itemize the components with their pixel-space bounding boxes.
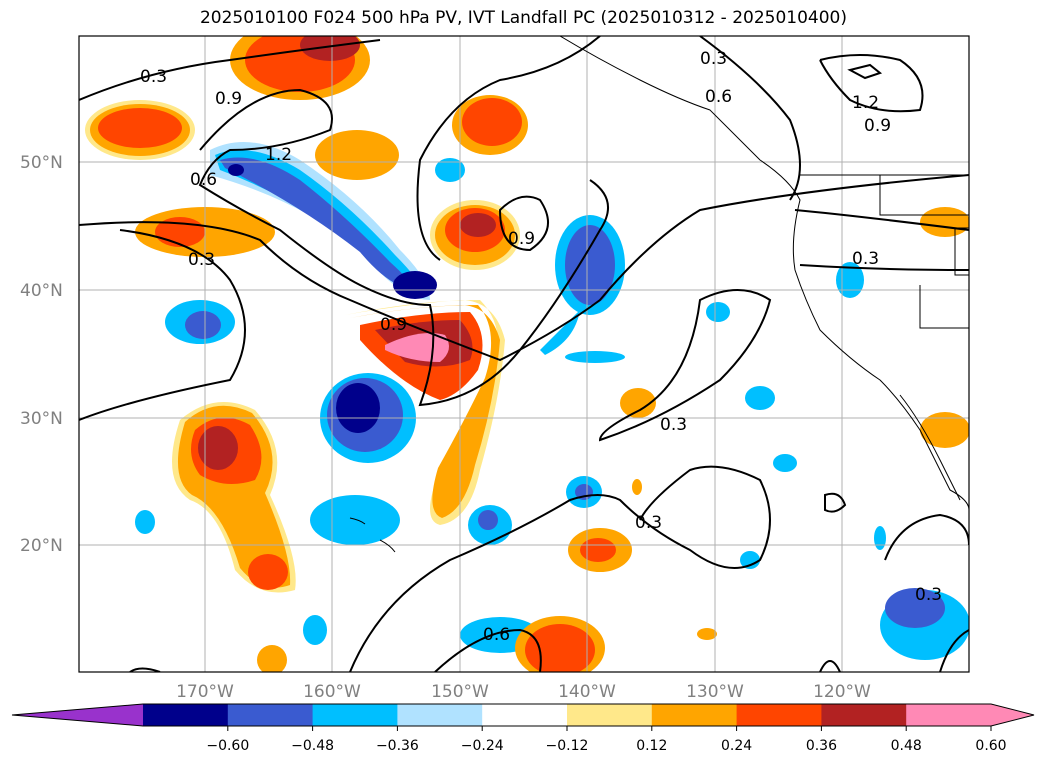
coastlines	[349, 36, 969, 553]
lat-label: 40°N	[20, 281, 63, 301]
colorbar-tick-label: −0.60	[206, 738, 249, 754]
lon-label: 170°W	[176, 682, 234, 702]
colorbar-segment	[397, 704, 483, 726]
contour-label: 0.3	[700, 49, 727, 69]
contour-label: 0.3	[852, 249, 879, 269]
contour-label: 0.9	[864, 116, 891, 136]
colorbar-segment	[227, 704, 314, 726]
colorbar-tick-label: −0.12	[546, 738, 589, 754]
lat-label: 20°N	[20, 536, 63, 556]
filled-anomaly-layer	[85, 36, 969, 672]
colorbar-tick-label: −0.24	[461, 738, 504, 754]
colorbar-tick-label: −0.48	[291, 738, 334, 754]
map-title: 2025010100 F024 500 hPa PV, IVT Landfall…	[199, 8, 847, 28]
contour-label: 0.3	[635, 513, 662, 533]
contour-label: 0.9	[380, 315, 407, 335]
lon-label: 140°W	[558, 682, 616, 702]
latitude-labels: 50°N 40°N 30°N 20°N	[20, 153, 63, 556]
colorbar-extend-min	[12, 704, 143, 726]
colorbar-tick-label: 0.12	[636, 738, 667, 754]
colorbar-tick-label: 0.60	[975, 738, 1006, 754]
colorbar-tick-label: 0.24	[721, 738, 752, 754]
contour-label: 1.2	[265, 145, 292, 165]
map-frame	[78, 35, 970, 673]
colorbar: −0.60 −0.48 −0.36 −0.24 −0.12 0.12 0.24 0.36 0.4…	[11, 703, 1035, 754]
contour-label: 0.9	[215, 89, 242, 109]
map-background	[79, 36, 969, 672]
colorbar-segment	[482, 704, 568, 726]
contour-label: 1.2	[852, 93, 879, 113]
colorbar-segment	[736, 704, 822, 726]
lon-label: 120°W	[813, 682, 871, 702]
contour-label: 0.3	[915, 585, 942, 605]
colorbar-segment	[651, 704, 738, 726]
contour-label: 0.6	[190, 170, 217, 190]
longitude-labels: 170°W 160°W 150°W 140°W 130°W 120°W	[176, 682, 871, 702]
lat-label: 30°N	[20, 409, 63, 429]
colorbar-tick-label: 0.48	[891, 738, 922, 754]
gridlines	[79, 36, 969, 672]
contour-label: 0.9	[508, 229, 535, 249]
colorbar-tick-label: −0.36	[376, 738, 419, 754]
colorbar-segment	[312, 704, 398, 726]
colorbar-outline	[11, 703, 1035, 727]
lat-label: 50°N	[20, 153, 63, 173]
colorbar-segment	[821, 704, 907, 726]
lon-label: 150°W	[431, 682, 489, 702]
contour-label-group: 0.3 0.9 1.2 0.6 0.3 0.9 0.9 0.3 0.6 1.2 …	[140, 49, 942, 645]
colorbar-segment	[567, 704, 653, 726]
colorbar-segment	[143, 704, 229, 726]
lon-label: 130°W	[686, 682, 744, 702]
contour-lines	[79, 36, 969, 672]
contour-label: 0.6	[483, 625, 510, 645]
colorbar-segment	[906, 704, 992, 726]
contour-label: 0.3	[188, 250, 215, 270]
lon-label: 160°W	[303, 682, 361, 702]
colorbar-tick-label: 0.36	[806, 738, 837, 754]
contour-label: 0.3	[140, 67, 167, 87]
colorbar-extend-max	[991, 704, 1034, 726]
contour-label: 0.3	[660, 415, 687, 435]
contour-label: 0.6	[705, 87, 732, 107]
